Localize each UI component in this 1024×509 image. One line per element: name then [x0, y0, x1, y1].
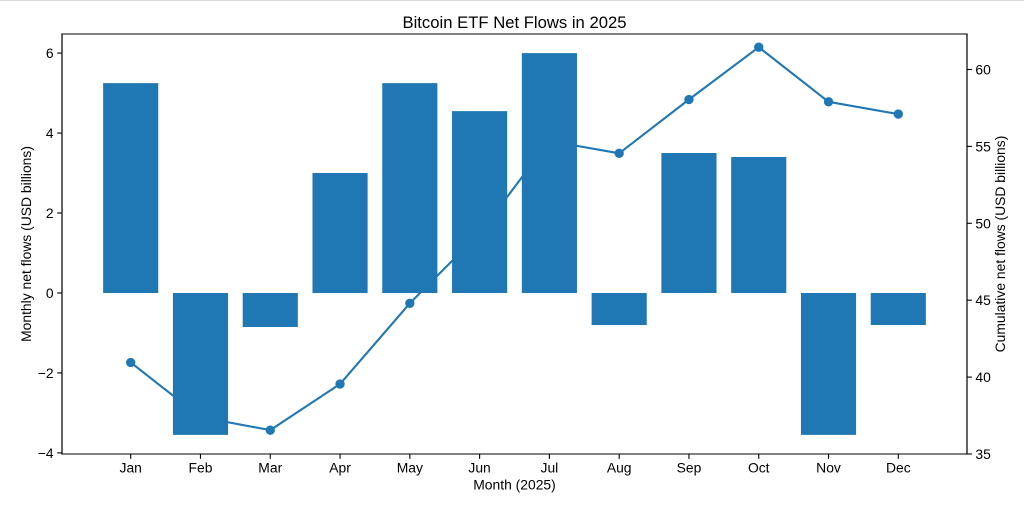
svg-text:60: 60 [975, 62, 991, 78]
svg-text:Month (2025): Month (2025) [473, 476, 556, 492]
svg-text:40: 40 [975, 369, 991, 385]
svg-text:55: 55 [975, 138, 991, 154]
svg-text:Cumulative net flows (USD bill: Cumulative net flows (USD billions) [992, 136, 1008, 353]
svg-text:May: May [397, 459, 423, 475]
svg-text:Oct: Oct [748, 459, 770, 475]
svg-text:Bitcoin ETF Net Flows in 2025: Bitcoin ETF Net Flows in 2025 [402, 13, 626, 32]
svg-text:−2: −2 [38, 365, 54, 381]
svg-text:Monthly net flows (USD billion: Monthly net flows (USD billions) [18, 146, 34, 342]
svg-text:0: 0 [46, 285, 54, 301]
svg-text:Nov: Nov [816, 459, 841, 475]
svg-text:Dec: Dec [886, 459, 911, 475]
svg-text:Feb: Feb [189, 459, 213, 475]
svg-text:4: 4 [46, 125, 54, 141]
svg-text:45: 45 [975, 292, 991, 308]
svg-text:Jun: Jun [468, 459, 490, 475]
svg-text:Sep: Sep [677, 459, 702, 475]
svg-text:Mar: Mar [258, 459, 282, 475]
svg-text:−4: −4 [38, 445, 54, 461]
svg-text:35: 35 [975, 446, 991, 462]
svg-text:Apr: Apr [329, 459, 351, 475]
svg-text:50: 50 [975, 215, 991, 231]
svg-text:6: 6 [46, 45, 54, 61]
svg-text:Jan: Jan [120, 459, 142, 475]
svg-text:Jul: Jul [541, 459, 559, 475]
svg-text:Aug: Aug [607, 459, 632, 475]
svg-text:2: 2 [46, 205, 54, 221]
